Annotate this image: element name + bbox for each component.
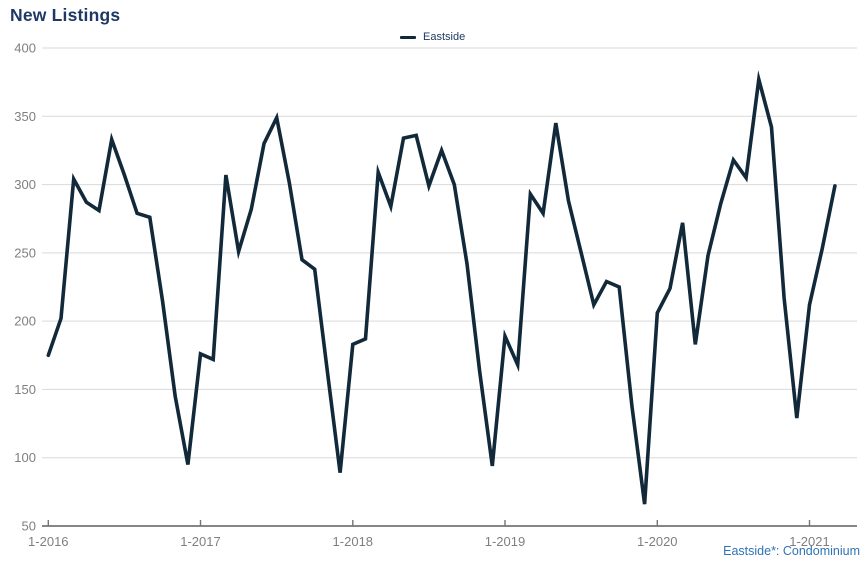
x-axis-label-1-2016: 1-2016 bbox=[28, 534, 68, 549]
y-axis-label-300: 300 bbox=[14, 177, 36, 192]
chart-title: New Listings bbox=[10, 5, 121, 25]
legend-line-marker-icon bbox=[400, 35, 416, 39]
x-axis-label-1-2020: 1-2020 bbox=[637, 534, 677, 549]
y-axis-label-350: 350 bbox=[14, 109, 36, 124]
x-axis-label-1-2019: 1-2019 bbox=[485, 534, 525, 549]
x-axis-label-1-2018: 1-2018 bbox=[333, 534, 373, 549]
chart-footnote: Eastside*: Condominium bbox=[723, 544, 860, 558]
series-line-eastside bbox=[46, 70, 837, 505]
y-axis-label-400: 400 bbox=[14, 41, 36, 56]
y-axis-label-100: 100 bbox=[14, 450, 36, 465]
y-axis-label-250: 250 bbox=[14, 245, 36, 260]
legend-series-label: Eastside bbox=[423, 31, 466, 43]
x-axis-label-1-2021: 1-2021 bbox=[789, 534, 829, 549]
legend[interactable]: Eastside bbox=[400, 30, 465, 44]
y-axis-label-150: 150 bbox=[14, 382, 36, 397]
y-axis-label-50: 50 bbox=[22, 519, 36, 534]
y-axis-label-200: 200 bbox=[14, 314, 36, 329]
x-axis-label-1-2017: 1-2017 bbox=[180, 534, 220, 549]
